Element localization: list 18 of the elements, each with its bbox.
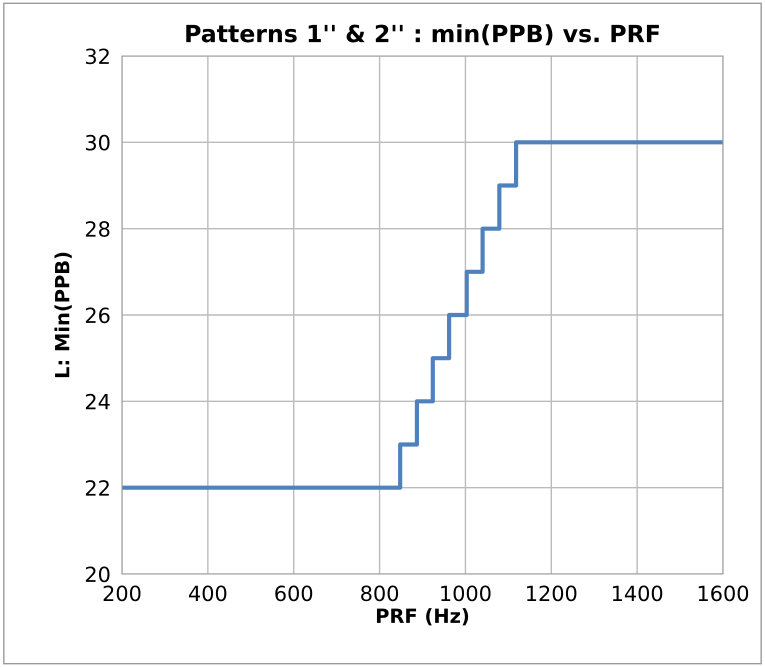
- x-tick-label: 1200: [527, 585, 576, 602]
- y-tick-label: 22: [86, 480, 109, 496]
- x-tick-label: 800: [361, 585, 398, 602]
- y-tick-label: 20: [86, 566, 110, 582]
- y-tick-label: 26: [86, 307, 110, 324]
- x-tick-label: 1600: [698, 585, 748, 602]
- chart-title: Patterns 1'' & 2'' : min(PPB) vs. PRF: [186, 24, 659, 46]
- x-axis-title: PRF (Hz): [376, 608, 468, 626]
- y-tick-label: 30: [86, 134, 110, 151]
- y-tick-label: 24: [86, 394, 110, 410]
- y-tick-label: 32: [86, 48, 109, 64]
- x-tick-label: 600: [275, 585, 312, 602]
- x-tick-label: 1000: [441, 585, 491, 602]
- x-tick-label: 1400: [612, 585, 662, 602]
- x-tick-label: 200: [104, 585, 140, 602]
- y-tick-label: 28: [86, 221, 110, 237]
- x-tick-label: 400: [188, 585, 226, 602]
- y-axis-title: L: Min(PPB): [54, 252, 72, 378]
